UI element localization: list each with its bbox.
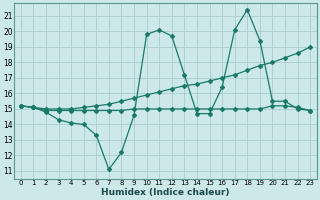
X-axis label: Humidex (Indice chaleur): Humidex (Indice chaleur) <box>101 188 230 197</box>
